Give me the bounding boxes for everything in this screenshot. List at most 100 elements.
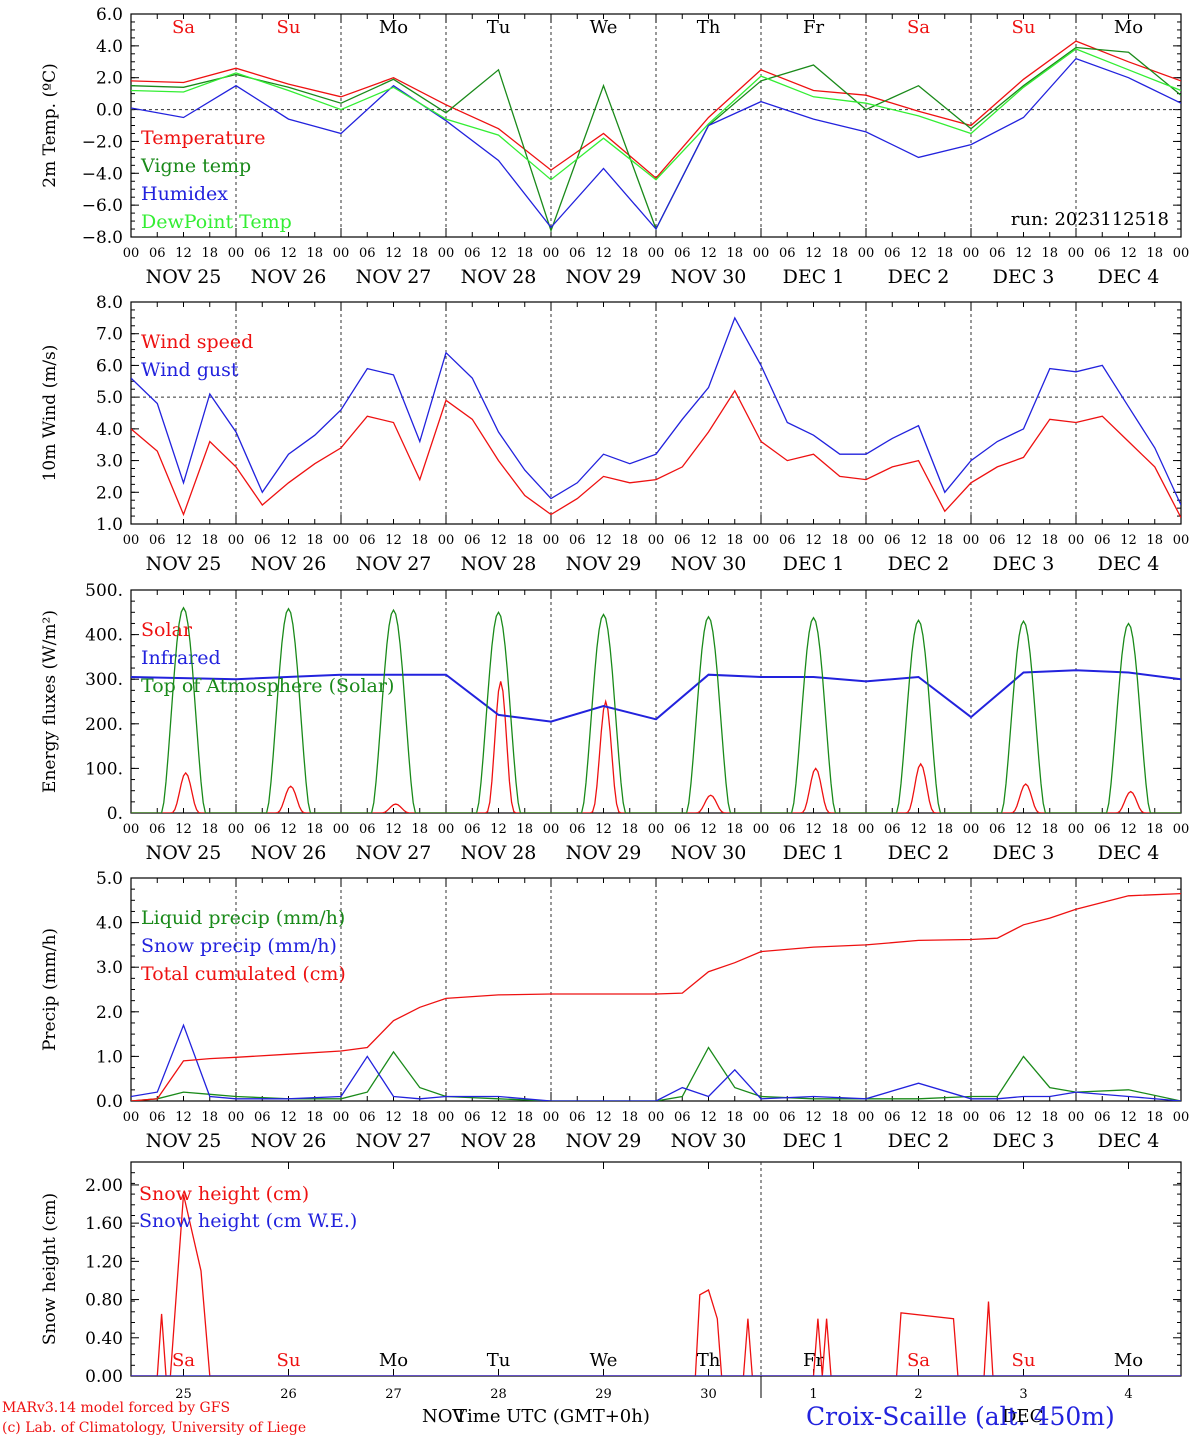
hour-tick-label: 00	[858, 246, 875, 261]
y-tick-label: −6.0	[82, 196, 123, 216]
hour-tick-label: 12	[385, 1110, 402, 1125]
date-label: NOV 27	[356, 553, 432, 575]
hour-tick-label: 18	[726, 822, 743, 837]
hour-tick-label: 18	[726, 246, 743, 261]
y-tick-label: −8.0	[82, 228, 123, 248]
hour-tick-label: 00	[438, 533, 455, 548]
y-tick-label: 0.40	[85, 1329, 123, 1349]
hour-tick-label: 00	[228, 1110, 245, 1125]
hour-tick-label: 18	[936, 1110, 953, 1125]
hour-tick-label: 06	[1094, 533, 1111, 548]
hour-tick-label: 06	[359, 1110, 376, 1125]
x-axis-label: Time UTC (GMT+0h)	[455, 1406, 650, 1427]
hour-tick-label: 12	[910, 1110, 927, 1125]
hour-tick-label: 12	[805, 822, 822, 837]
y-tick-label: 0.0	[96, 101, 123, 121]
hour-tick-label: 12	[805, 1110, 822, 1125]
panel-3-frame	[130, 589, 1182, 814]
hour-tick-label: 18	[831, 822, 848, 837]
legend-entry: Top of Atmosphere (Solar)	[141, 675, 394, 697]
y-tick-label: 5.0	[96, 388, 123, 408]
hour-tick-label: 00	[648, 822, 665, 837]
y-axis-label-3: Energy fluxes (W/m²)	[40, 610, 60, 793]
hour-tick-label: 12	[175, 1110, 192, 1125]
date-label: DEC 1	[783, 553, 845, 575]
y-tick-label: 1.20	[85, 1252, 123, 1272]
day-number-label: 30	[700, 1387, 717, 1402]
date-label: DEC 1	[783, 842, 845, 864]
date-label: DEC 2	[888, 553, 950, 575]
day-number-label: 26	[280, 1387, 297, 1402]
hour-tick-label: 18	[1041, 822, 1058, 837]
y-tick-label: 1.0	[96, 1047, 123, 1067]
hour-tick-label: 06	[779, 533, 796, 548]
hour-tick-label: 00	[543, 533, 560, 548]
y-tick-label: 500.	[85, 581, 123, 601]
hour-tick-label: 12	[910, 822, 927, 837]
hour-tick-label: 18	[306, 1110, 323, 1125]
weekday-label: Mo	[1114, 17, 1143, 38]
y-tick-label: 300.	[85, 670, 123, 690]
date-label: DEC 4	[1098, 1130, 1160, 1152]
hour-tick-label: 12	[490, 822, 507, 837]
y-tick-label: 4.0	[96, 420, 123, 440]
date-label: NOV 28	[461, 842, 537, 864]
hour-tick-label: 06	[674, 1110, 691, 1125]
hour-tick-label: 00	[858, 533, 875, 548]
hour-tick-label: 00	[1068, 822, 1085, 837]
hour-tick-label: 18	[516, 822, 533, 837]
hour-tick-label: 06	[1094, 1110, 1111, 1125]
hour-tick-label: 00	[228, 246, 245, 261]
hour-tick-label: 00	[438, 1110, 455, 1125]
hour-tick-label: 00	[543, 246, 560, 261]
hour-tick-label: 00	[753, 533, 770, 548]
hour-tick-label: 06	[884, 1110, 901, 1125]
hour-tick-label: 18	[621, 246, 638, 261]
weekday-label: Tu	[487, 17, 511, 38]
legend-entry: DewPoint Temp	[141, 211, 292, 233]
legend-entry: Snow precip (mm/h)	[141, 935, 337, 957]
hour-tick-label: 00	[1068, 246, 1085, 261]
hour-tick-label: 18	[411, 1110, 428, 1125]
hour-tick-label: 00	[1173, 1110, 1190, 1125]
hour-tick-label: 06	[989, 246, 1006, 261]
series-top-of-atmosphere-solar-	[131, 606, 1181, 813]
date-label: NOV 27	[356, 1130, 432, 1152]
y-tick-label: 0.	[107, 804, 123, 824]
hour-tick-label: 18	[1041, 246, 1058, 261]
hour-tick-label: 00	[123, 246, 140, 261]
hour-tick-label: 12	[1015, 822, 1032, 837]
legend-entry: Solar	[141, 619, 193, 641]
hour-tick-label: 00	[1068, 533, 1085, 548]
date-label: NOV 29	[566, 266, 642, 288]
weekday-label: Su	[277, 1350, 301, 1371]
y-tick-label: 4.0	[96, 37, 123, 57]
weekday-label: Th	[697, 1350, 721, 1371]
date-label: NOV 25	[146, 842, 222, 864]
panel-1-frame	[130, 13, 1182, 238]
hour-tick-label: 00	[123, 533, 140, 548]
hour-tick-label: 18	[936, 533, 953, 548]
hour-tick-label: 06	[884, 246, 901, 261]
date-label: DEC 2	[888, 842, 950, 864]
y-tick-label: 1.0	[96, 515, 123, 535]
y-tick-label: 3.0	[96, 958, 123, 978]
hour-tick-label: 18	[726, 533, 743, 548]
series-wind-speed	[131, 389, 1181, 518]
hour-tick-label: 06	[884, 822, 901, 837]
weekday-label: Sa	[172, 1350, 195, 1371]
weekday-label: Su	[277, 17, 301, 38]
date-label: DEC 1	[783, 1130, 845, 1152]
hour-tick-label: 12	[280, 822, 297, 837]
date-label: DEC 2	[888, 266, 950, 288]
hour-tick-label: 18	[306, 533, 323, 548]
y-tick-label: 4.0	[96, 914, 123, 934]
hour-tick-label: 12	[385, 246, 402, 261]
hour-tick-label: 00	[123, 1110, 140, 1125]
date-label: NOV 25	[146, 266, 222, 288]
date-label: DEC 3	[993, 1130, 1055, 1152]
weekday-label: Sa	[907, 1350, 930, 1371]
hour-tick-label: 18	[1146, 822, 1163, 837]
y-tick-label: −4.0	[82, 164, 123, 184]
day-number-label: 27	[385, 1387, 402, 1402]
